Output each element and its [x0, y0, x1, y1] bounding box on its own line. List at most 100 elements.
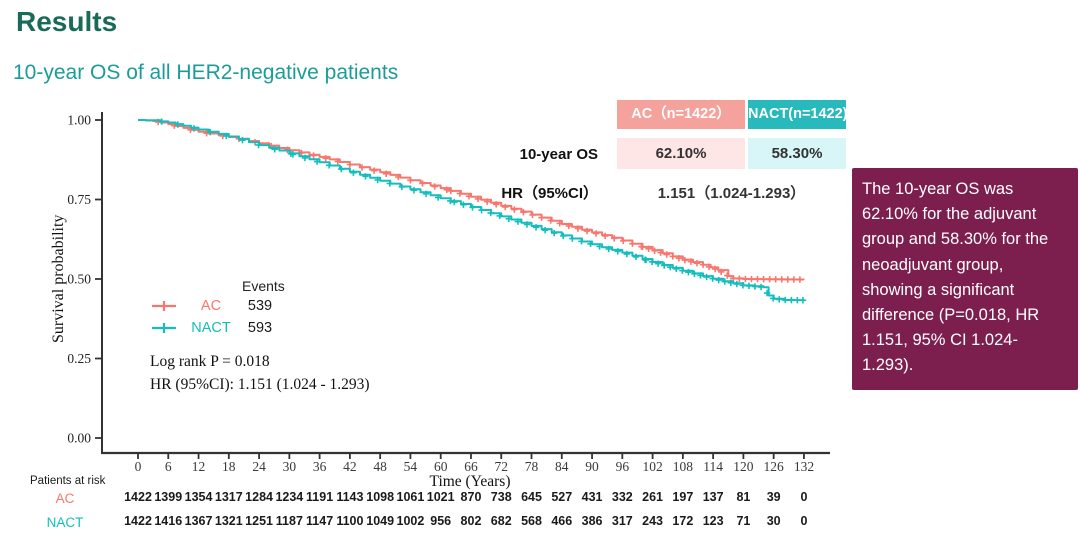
risk-count: 1367	[184, 514, 213, 528]
risk-row-label-nact: NACT	[46, 515, 84, 530]
risk-count: 568	[521, 514, 542, 528]
risk-count: 1100	[336, 514, 364, 528]
risk-count: 1422	[124, 490, 152, 504]
risk-count: 1399	[154, 490, 183, 504]
risk-count: 317	[611, 514, 633, 528]
ac-plus-marker-icon	[152, 301, 176, 311]
summary-row-label-hr: HR（95%CI）	[501, 185, 598, 202]
summary-row-label-os: 10-year OS	[519, 146, 598, 163]
risk-count: 1251	[245, 514, 273, 528]
svg-text:0.00: 0.00	[67, 431, 91, 446]
risk-count: 738	[490, 490, 512, 504]
risk-count: 1002	[396, 514, 425, 528]
risk-count: 1021	[426, 490, 455, 504]
svg-text:72: 72	[494, 459, 508, 474]
svg-text:126: 126	[764, 459, 785, 474]
svg-text:48: 48	[373, 459, 387, 474]
risk-count: 1187	[275, 514, 303, 528]
risk-count: 1317	[214, 490, 243, 504]
risk-count: 386	[581, 514, 603, 528]
legend-item-ac: AC 539	[151, 298, 280, 314]
risk-count: 243	[642, 514, 664, 528]
legend-item-nact: NACT 593	[151, 320, 280, 336]
risk-count: 1191	[306, 490, 334, 504]
svg-text:132: 132	[794, 459, 814, 474]
risk-count: 261	[642, 490, 664, 504]
svg-text:0.75: 0.75	[67, 192, 91, 207]
svg-text:12: 12	[192, 459, 206, 474]
svg-text:18: 18	[222, 459, 236, 474]
legend-label-nact: NACT	[191, 320, 231, 336]
risk-count: 1234	[275, 490, 304, 504]
risk-count: 1143	[336, 490, 364, 504]
legend-events-nact: 593	[247, 320, 273, 336]
risk-count: 1422	[124, 514, 152, 528]
risk-values-row-nact: 1422 1416 1367 1321 1251 1187 1147 1100 1049 1002…	[0, 514, 1080, 530]
x-axis-label: Time (Years)	[429, 473, 511, 490]
risk-row-label-ac: AC	[55, 491, 75, 506]
risk-count: 0	[800, 490, 808, 504]
risk-count: 39	[766, 490, 781, 504]
legend-events-ac: 539	[247, 298, 273, 314]
legend-events-header: Events	[242, 278, 285, 294]
svg-text:78: 78	[525, 459, 539, 474]
svg-text:24: 24	[252, 459, 266, 474]
svg-text:96: 96	[616, 459, 630, 474]
svg-text:0.50: 0.50	[67, 272, 91, 287]
risk-count: 1147	[306, 514, 334, 528]
risk-count: 870	[460, 490, 482, 504]
svg-text:1.00: 1.00	[67, 113, 91, 128]
risk-count: 71	[736, 514, 751, 528]
svg-text:54: 54	[404, 459, 418, 474]
svg-text:0.25: 0.25	[67, 351, 91, 366]
risk-count: 172	[672, 514, 694, 528]
callout-text: The 10-year OS was 62.10% for the adjuva…	[862, 180, 1049, 375]
svg-text:102: 102	[642, 459, 662, 474]
risk-count: 0	[800, 514, 808, 528]
risk-count: 1049	[366, 514, 395, 528]
svg-text:0: 0	[135, 459, 142, 474]
summary-hr-value: 1.151（1.024-1.293）	[657, 185, 806, 202]
svg-text:42: 42	[343, 459, 357, 474]
risk-count: 645	[521, 490, 542, 504]
risk-count: 956	[430, 514, 452, 528]
svg-text:60: 60	[434, 459, 448, 474]
risk-count: 197	[672, 490, 694, 504]
svg-text:90: 90	[585, 459, 599, 474]
risk-count: 81	[736, 490, 751, 504]
summary-col-header-nact: NACT(n=1422)	[748, 100, 848, 129]
summary-col-header-ac: AC（n=1422）	[617, 100, 745, 129]
risk-count: 466	[551, 514, 573, 528]
risk-count: 30	[766, 514, 781, 528]
y-axis-label: Survival probability	[50, 214, 67, 344]
svg-text:84: 84	[555, 459, 569, 474]
svg-text:114: 114	[703, 459, 723, 474]
svg-text:120: 120	[733, 459, 754, 474]
risk-count: 1098	[366, 490, 395, 504]
legend-label-ac: AC	[200, 298, 222, 314]
risk-count: 527	[551, 490, 573, 504]
risk-count: 1321	[214, 514, 243, 528]
callout-box: The 10-year OS was 62.10% for the adjuva…	[852, 168, 1078, 390]
slide-subtitle: 10-year OS of all HER2-negative patients	[13, 61, 399, 84]
svg-text:30: 30	[283, 459, 297, 474]
risk-count: 1416	[154, 514, 183, 528]
risk-count: 123	[702, 514, 724, 528]
page-title: Results	[16, 6, 118, 37]
svg-text:108: 108	[673, 459, 694, 474]
risk-count: 431	[581, 490, 603, 504]
summary-os-value-ac: 62.10%	[617, 138, 745, 169]
risk-count: 1354	[184, 490, 213, 504]
risk-count: 802	[460, 514, 482, 528]
logrank-annotation: Log rank P = 0.018	[150, 353, 270, 370]
svg-text:36: 36	[313, 459, 327, 474]
risk-count: 137	[702, 490, 724, 504]
risk-count: 1061	[396, 490, 425, 504]
svg-text:66: 66	[464, 459, 478, 474]
hr-annotation: HR (95%CI): 1.151 (1.024 - 1.293)	[150, 376, 370, 393]
patients-at-risk-title: Patients at risk	[30, 475, 106, 487]
svg-text:6: 6	[165, 459, 172, 474]
nact-plus-marker-icon	[152, 323, 176, 333]
risk-count: 682	[490, 514, 512, 528]
